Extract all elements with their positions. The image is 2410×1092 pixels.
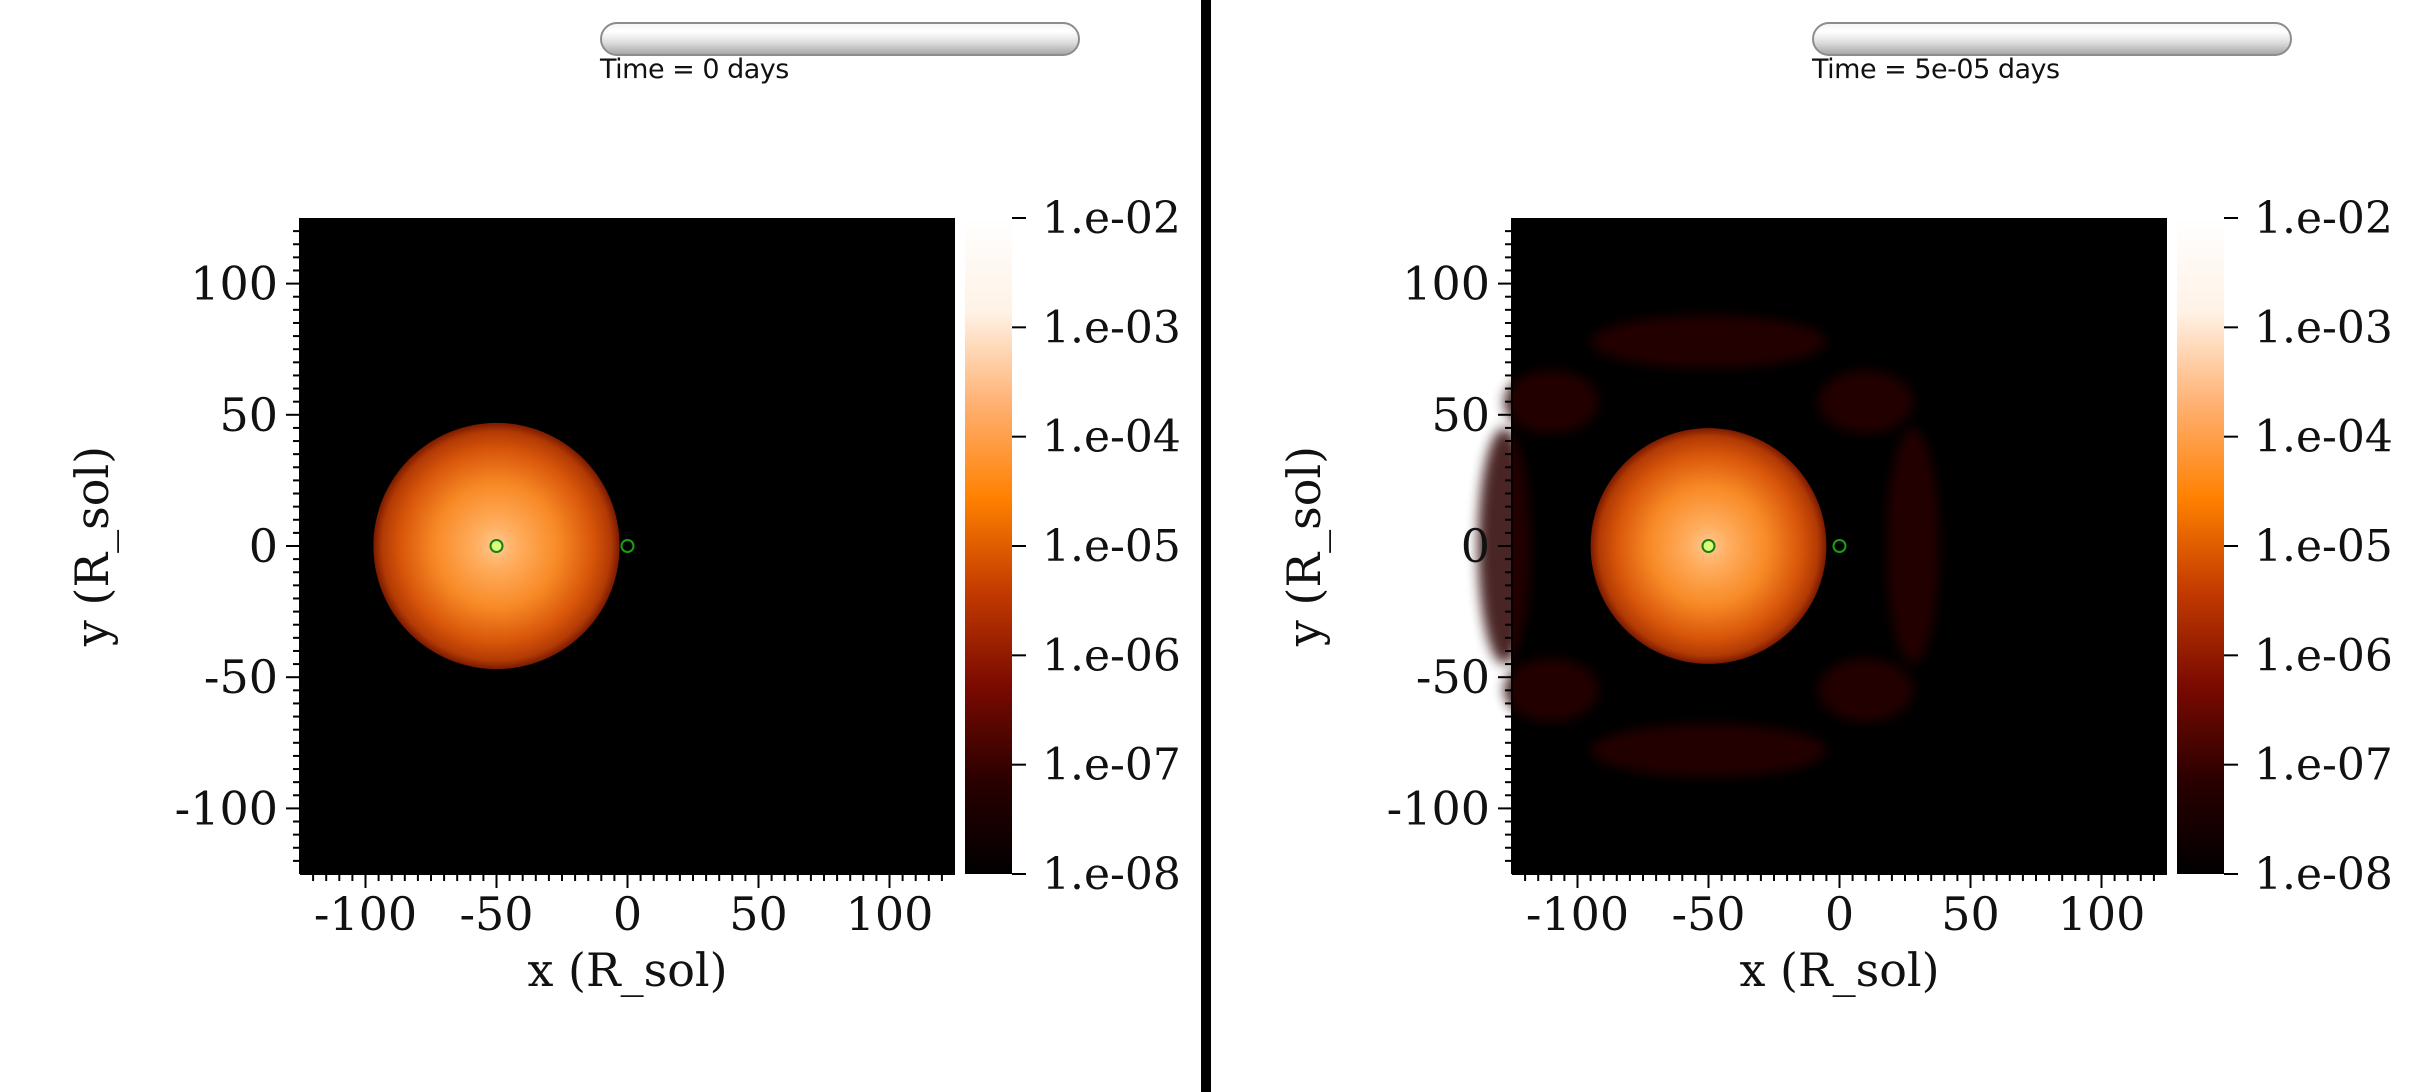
y-tick-label: -50	[204, 650, 278, 704]
y-tick-label: -100	[1387, 781, 1490, 835]
time-label-left: Time = 0 days	[600, 54, 789, 85]
y-axis-title: y (R_sol)	[65, 446, 119, 647]
ejecta-lobe	[1886, 428, 1940, 664]
colorbar-tick-label: 1.e-08	[1042, 849, 1181, 900]
time-slider-right[interactable]	[1812, 22, 2292, 56]
primary-sink-marker	[1701, 539, 1716, 553]
ejecta-lobe	[1818, 370, 1913, 434]
minor-ticks	[286, 230, 943, 888]
colorbar-tick-label: 1.e-03	[2254, 302, 2393, 353]
colorbar-tick-label: 1.e-07	[2254, 740, 2393, 791]
colorbar-tick-label: 1.e-06	[2254, 630, 2393, 681]
colorbar-tick-label: 1.e-02	[2254, 193, 2393, 244]
colorbar-tick-label: 1.e-06	[1042, 630, 1181, 681]
colorbar	[2177, 218, 2224, 874]
companion-sink-marker	[1832, 539, 1847, 553]
minor-ticks	[1498, 230, 2155, 888]
colorbar-tick-label: 1.e-04	[2254, 412, 2393, 463]
companion-sink-marker	[620, 539, 635, 553]
y-tick-label: -100	[175, 781, 278, 835]
ejecta-lobe	[1590, 315, 1827, 368]
colorbar-tick-label: 1.e-04	[1042, 412, 1181, 463]
x-tick-label: 50	[1941, 887, 2000, 941]
y-tick-label: -50	[1416, 650, 1490, 704]
x-tick-label: 0	[1825, 887, 1854, 941]
time-label-right: Time = 5e-05 days	[1812, 54, 2060, 85]
y-axis-title: y (R_sol)	[1277, 446, 1331, 647]
y-tick-label: 100	[190, 257, 278, 311]
x-tick-label: -100	[314, 887, 417, 941]
y-tick-label: 50	[1431, 388, 1490, 442]
density-plot-left: -100 -50 0 50 100 100 50 0 -50 -100 x (R_sol) y (R_…	[65, 193, 1181, 997]
ejecta-lobe	[1590, 724, 1827, 777]
colorbar	[965, 218, 1012, 874]
panel-divider	[1201, 0, 1211, 1092]
x-tick-label: -100	[1526, 887, 1629, 941]
x-tick-label: 100	[2058, 887, 2146, 941]
x-tick-label: -50	[459, 887, 533, 941]
colorbar-tick-label: 1.e-05	[1042, 521, 1181, 572]
x-tick-label: 50	[729, 887, 788, 941]
y-tick-label: 50	[219, 388, 278, 442]
colorbar-tick-label: 1.e-02	[1042, 193, 1181, 244]
colorbar-tick-label: 1.e-03	[1042, 302, 1181, 353]
ejecta-glow	[1477, 315, 1940, 777]
density-plot-right: -100 -50 0 50 100 100 50 0 -50 -100 x (R_sol) y (R_…	[1277, 193, 2393, 997]
x-axis-title: x (R_sol)	[1739, 943, 1939, 997]
y-tick-label: 0	[1461, 519, 1490, 573]
y-tick-label: 100	[1402, 257, 1490, 311]
right-panel: Time = 5e-05 days -100 -50 0 50 100 100 50 0 -50…	[1212, 0, 2410, 1092]
ejecta-lobe	[1504, 370, 1599, 434]
x-axis-title: x (R_sol)	[527, 943, 727, 997]
ejecta-lobe	[1504, 658, 1599, 722]
primary-sink-marker	[489, 539, 504, 553]
y-tick-label: 0	[249, 519, 278, 573]
time-slider-left[interactable]	[600, 22, 1080, 56]
ejecta-lobe	[1818, 658, 1913, 722]
x-tick-label: 100	[846, 887, 934, 941]
colorbar-tick-label: 1.e-05	[2254, 521, 2393, 572]
colorbar-tick-label: 1.e-07	[1042, 740, 1181, 791]
left-panel: Time = 0 days -100 -50 0 50 100 100 50 0 -50 -100…	[0, 0, 1200, 1092]
x-tick-label: -50	[1671, 887, 1745, 941]
colorbar-tick-label: 1.e-08	[2254, 849, 2393, 900]
x-tick-label: 0	[613, 887, 642, 941]
